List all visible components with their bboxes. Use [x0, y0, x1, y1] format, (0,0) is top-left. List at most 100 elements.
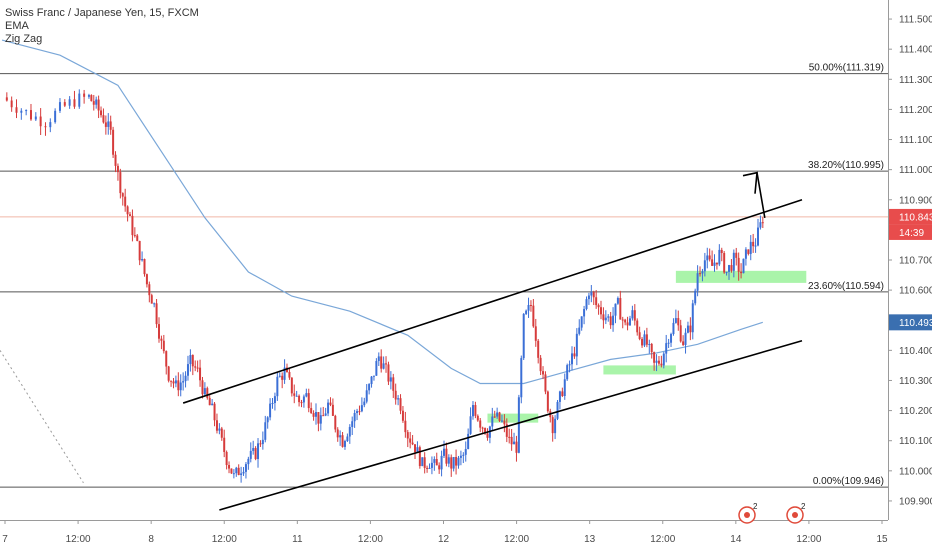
- event-marker-icon[interactable]: 2: [786, 502, 806, 524]
- candle-body: [725, 271, 728, 273]
- candle-body: [126, 206, 129, 215]
- candle-body: [447, 457, 450, 464]
- zigzag-line: [0, 350, 84, 484]
- candle-body: [358, 411, 361, 413]
- candle-body: [406, 432, 409, 439]
- candle-body: [735, 252, 738, 258]
- y-tick-label: 109.900: [899, 496, 932, 507]
- candle-body: [68, 99, 71, 106]
- candle-body: [628, 318, 631, 326]
- candle-body: [334, 415, 337, 430]
- candle-body: [307, 393, 310, 409]
- candle-body: [92, 101, 95, 105]
- candle-body: [223, 437, 226, 452]
- candle-body: [616, 298, 619, 304]
- zigzag-indicator-label[interactable]: Zig Zag: [5, 33, 43, 45]
- candle-body: [399, 398, 402, 411]
- candle-body: [498, 412, 501, 421]
- candle-body: [532, 305, 535, 327]
- x-tick-label: 12:00: [66, 534, 91, 545]
- candle-body: [503, 420, 506, 425]
- x-tick-label: 15: [876, 534, 888, 545]
- candle-body: [686, 325, 689, 333]
- candle-body: [467, 433, 470, 449]
- candle-body: [240, 473, 243, 475]
- candle-body: [317, 412, 320, 424]
- candle-body: [677, 318, 680, 326]
- candle-body: [138, 240, 141, 261]
- candle-body: [609, 316, 612, 326]
- candle-body: [508, 436, 511, 438]
- candle-body: [742, 258, 745, 274]
- candle-body: [312, 413, 315, 417]
- candle-body: [459, 455, 462, 458]
- candle-body: [95, 99, 98, 105]
- x-tick-label: 12:00: [212, 534, 237, 545]
- candle-body: [450, 457, 453, 469]
- candle-body: [624, 319, 627, 323]
- candle-body: [720, 249, 723, 254]
- x-tick-label: 8: [148, 534, 154, 545]
- candle-body: [385, 363, 388, 365]
- candle-body: [368, 384, 371, 391]
- candle-body: [266, 417, 269, 423]
- candle-body: [131, 215, 134, 236]
- target-arrow-shaft[interactable]: [756, 172, 766, 218]
- candle-body: [500, 420, 503, 422]
- candle-body: [78, 93, 81, 107]
- candle-body: [650, 344, 653, 353]
- candle-body: [587, 295, 590, 300]
- candle-body: [322, 415, 325, 417]
- support-zone[interactable]: [487, 413, 539, 423]
- upper-channel-line[interactable]: [182, 199, 803, 404]
- last-price-tag-text: 110.843: [899, 212, 932, 223]
- candle-body: [445, 448, 448, 464]
- candle-body: [377, 356, 380, 362]
- candle-body: [298, 395, 301, 403]
- event-count-icon: 2: [801, 502, 806, 511]
- candle-body: [554, 418, 557, 434]
- candle-body: [155, 303, 158, 325]
- candle-body: [235, 467, 238, 474]
- candle-body: [119, 172, 122, 194]
- x-tick-label: 7: [2, 534, 8, 545]
- candle-body: [583, 308, 586, 317]
- support-zone[interactable]: [603, 365, 676, 375]
- candle-body: [394, 390, 397, 400]
- candle-body: [331, 404, 334, 416]
- lower-channel-line[interactable]: [219, 339, 803, 511]
- candle-body: [249, 450, 252, 459]
- candle-body: [58, 102, 61, 111]
- candle-body: [252, 448, 255, 451]
- ema-indicator-label[interactable]: EMA: [5, 20, 29, 32]
- candle-body: [409, 438, 412, 443]
- symbol-title[interactable]: Swiss Franc / Japanese Yen, 15, FXCM: [5, 7, 199, 19]
- candle-body: [551, 417, 554, 434]
- candle-body: [546, 391, 549, 412]
- candle-body: [363, 401, 366, 406]
- last-price-tag[interactable]: 110.843 14:39: [889, 208, 932, 240]
- candle-body: [619, 298, 622, 320]
- candle-body: [636, 320, 639, 333]
- candle-body: [191, 355, 194, 367]
- candle-body: [199, 367, 202, 381]
- last-price-tag-bg: [889, 208, 932, 225]
- candle-body: [665, 343, 668, 354]
- candle-body: [544, 374, 547, 392]
- candle-body: [703, 260, 706, 272]
- candle-body: [657, 360, 660, 364]
- candle-body: [740, 271, 743, 274]
- candle-body: [706, 255, 709, 261]
- candle-body: [607, 316, 610, 318]
- candle-body: [220, 428, 223, 438]
- candle-body: [271, 403, 274, 405]
- candle-body: [172, 381, 175, 384]
- event-marker-icon[interactable]: 2: [738, 502, 758, 524]
- candle-body: [643, 334, 646, 346]
- ema-value-tag[interactable]: 110.493: [889, 314, 932, 331]
- candle-body: [517, 397, 520, 453]
- candle-body: [752, 241, 755, 247]
